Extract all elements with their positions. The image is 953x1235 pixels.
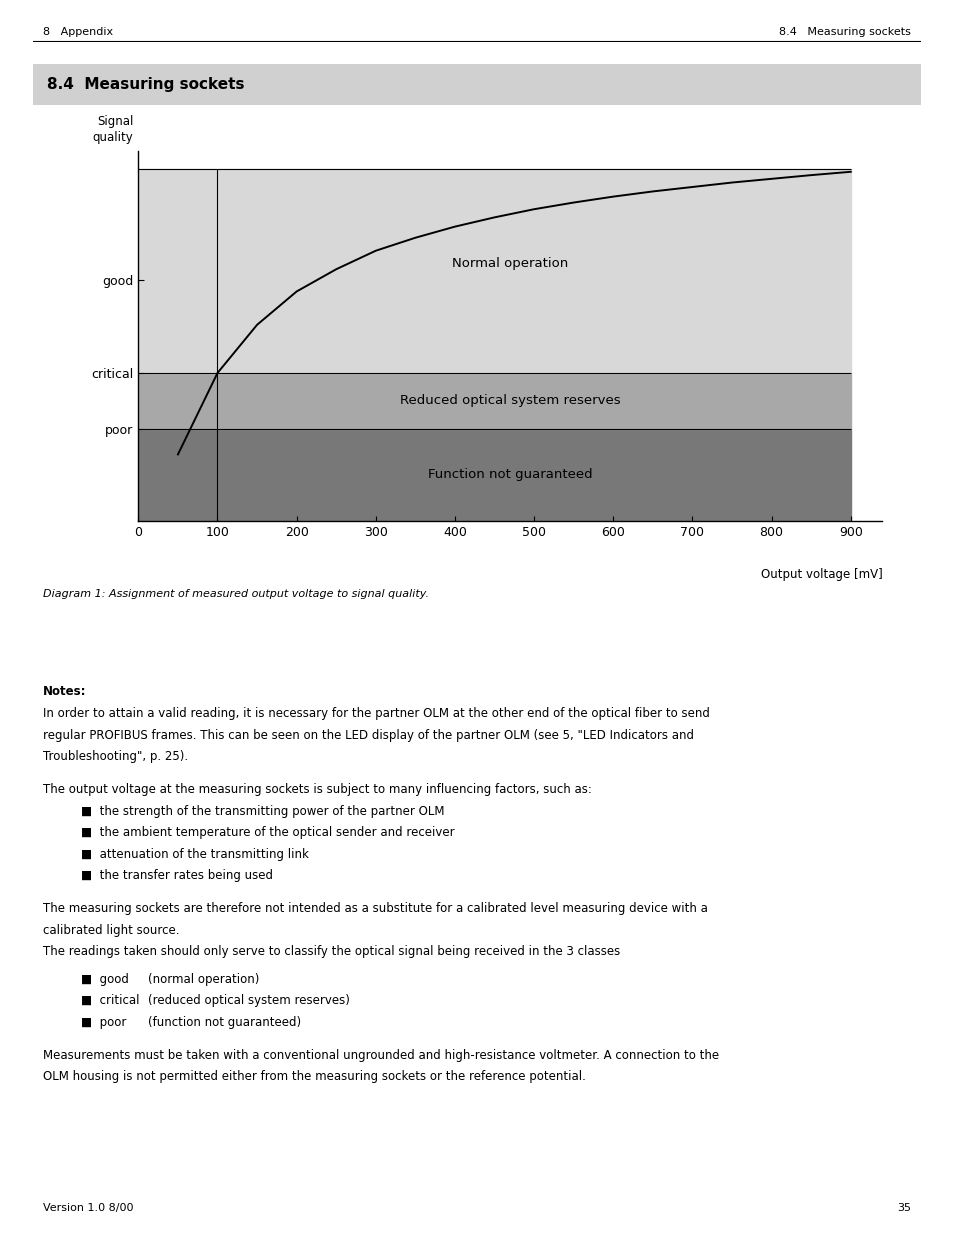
Text: ■  the transfer rates being used: ■ the transfer rates being used	[81, 869, 273, 883]
Text: 8.4  Measuring sockets: 8.4 Measuring sockets	[47, 77, 244, 93]
Text: ■  critical: ■ critical	[81, 994, 139, 1008]
Text: ■  the ambient temperature of the optical sender and receiver: ■ the ambient temperature of the optical…	[81, 826, 455, 840]
Text: ■  attenuation of the transmitting link: ■ attenuation of the transmitting link	[81, 848, 309, 861]
Text: ■  the strength of the transmitting power of the partner OLM: ■ the strength of the transmitting power…	[81, 805, 444, 818]
Text: Troubleshooting", p. 25).: Troubleshooting", p. 25).	[43, 751, 188, 763]
Text: Measurements must be taken with a conventional ungrounded and high-resistance vo: Measurements must be taken with a conven…	[43, 1049, 719, 1062]
Text: Reduced optical system reserves: Reduced optical system reserves	[399, 394, 620, 408]
Text: ■  poor: ■ poor	[81, 1016, 127, 1029]
Text: calibrated light source.: calibrated light source.	[43, 924, 179, 937]
Text: (function not guaranteed): (function not guaranteed)	[148, 1016, 301, 1029]
Text: Signal
quality: Signal quality	[92, 116, 133, 144]
Text: 35: 35	[896, 1203, 910, 1213]
Text: (normal operation): (normal operation)	[148, 973, 259, 986]
Text: Normal operation: Normal operation	[452, 257, 568, 270]
Text: ■  good: ■ good	[81, 973, 129, 986]
Text: 8   Appendix: 8 Appendix	[43, 27, 113, 37]
Text: OLM housing is not permitted either from the measuring sockets or the reference : OLM housing is not permitted either from…	[43, 1071, 585, 1083]
Text: regular PROFIBUS frames. This can be seen on the LED display of the partner OLM : regular PROFIBUS frames. This can be see…	[43, 729, 693, 742]
Text: 8.4   Measuring sockets: 8.4 Measuring sockets	[779, 27, 910, 37]
Text: Function not guaranteed: Function not guaranteed	[428, 468, 592, 482]
Text: Version 1.0 8/00: Version 1.0 8/00	[43, 1203, 133, 1213]
Text: In order to attain a valid reading, it is necessary for the partner OLM at the o: In order to attain a valid reading, it i…	[43, 706, 709, 720]
Text: The output voltage at the measuring sockets is subject to many influencing facto: The output voltage at the measuring sock…	[43, 783, 591, 797]
Text: Notes:: Notes:	[43, 685, 87, 699]
Text: Diagram 1: Assignment of measured output voltage to signal quality.: Diagram 1: Assignment of measured output…	[43, 589, 429, 599]
Text: (reduced optical system reserves): (reduced optical system reserves)	[148, 994, 350, 1008]
Text: The measuring sockets are therefore not intended as a substitute for a calibrate: The measuring sockets are therefore not …	[43, 903, 707, 915]
Text: The readings taken should only serve to classify the optical signal being receiv: The readings taken should only serve to …	[43, 946, 619, 958]
Text: Output voltage [mV]: Output voltage [mV]	[760, 568, 882, 582]
